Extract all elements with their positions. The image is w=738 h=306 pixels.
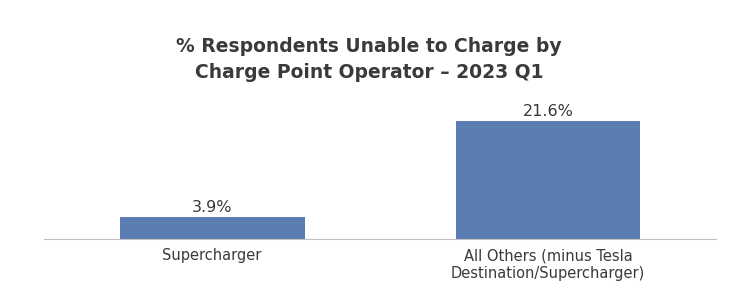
Text: 21.6%: 21.6% — [523, 104, 573, 119]
Text: % Respondents Unable to Charge by
Charge Point Operator – 2023 Q1: % Respondents Unable to Charge by Charge… — [176, 37, 562, 82]
Bar — [455, 121, 641, 239]
Bar — [120, 217, 305, 239]
Text: 3.9%: 3.9% — [192, 200, 232, 215]
